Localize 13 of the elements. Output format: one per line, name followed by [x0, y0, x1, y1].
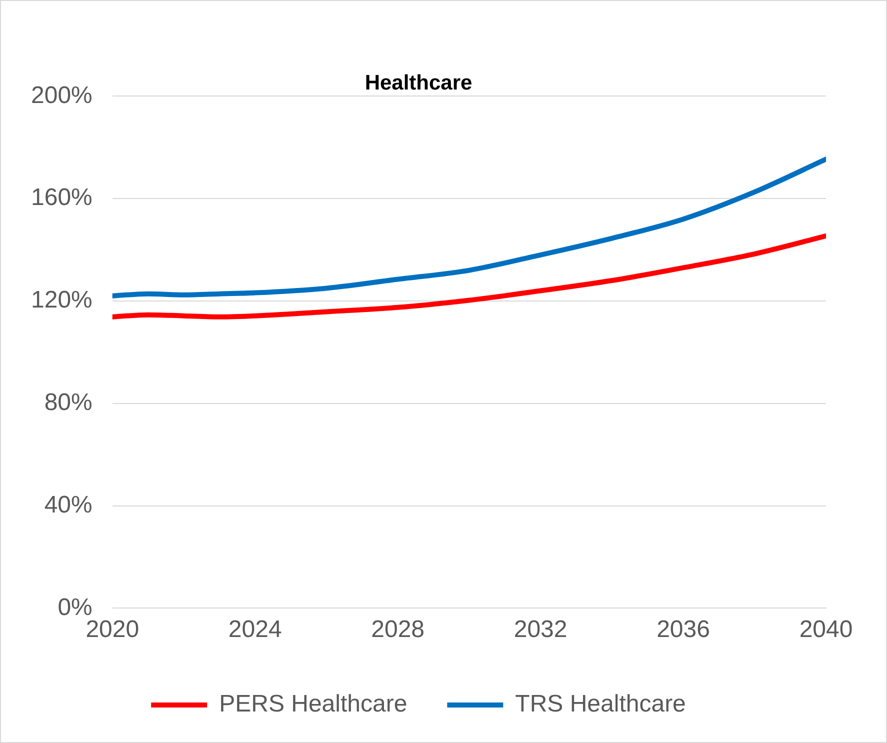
y-tick-label: 80%: [44, 389, 92, 416]
x-tick-label: 2036: [656, 616, 710, 644]
y-tick-label: 160%: [30, 184, 92, 212]
x-tick-label: 2040: [799, 616, 853, 644]
y-tick-label: 200%: [30, 82, 92, 109]
legend-label: TRS Healthcare: [515, 690, 686, 718]
legend-label: PERS Healthcare: [219, 690, 408, 718]
x-tick-label: 2032: [514, 616, 568, 644]
x-tick-label: 2028: [371, 616, 425, 644]
chart-title: Healthcare: [364, 71, 472, 94]
y-tick-label: 120%: [30, 286, 92, 314]
x-tick-label: 2024: [228, 616, 282, 644]
y-tick-label: 40%: [44, 491, 92, 518]
